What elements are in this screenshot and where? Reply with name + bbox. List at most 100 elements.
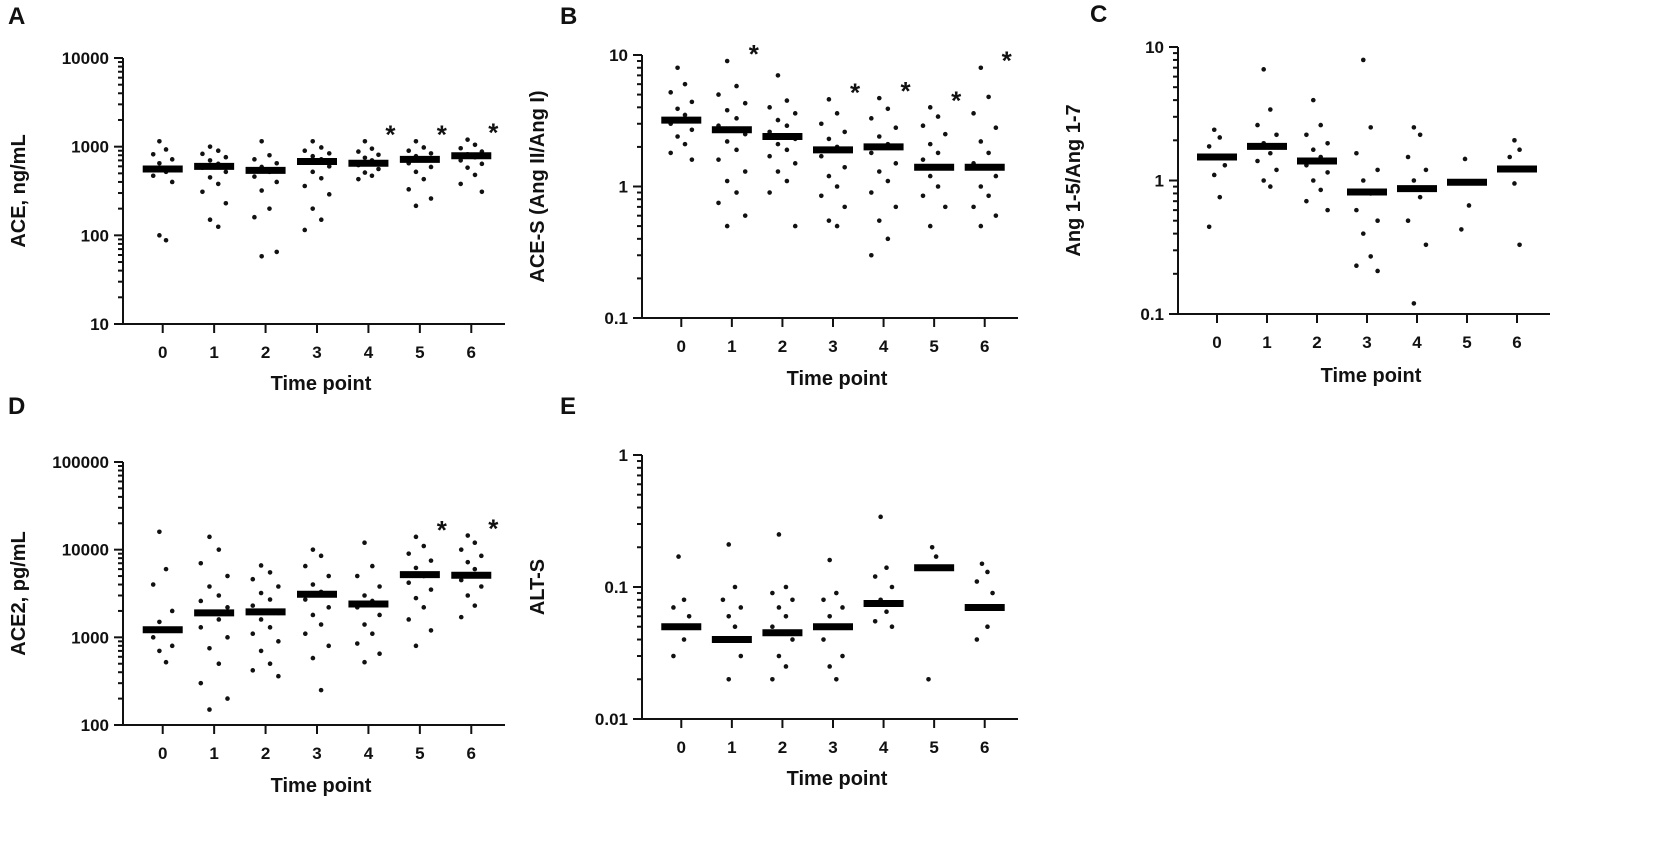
data-point	[169, 179, 175, 185]
data-point	[1517, 242, 1522, 248]
data-point	[150, 152, 156, 157]
data-point	[1375, 268, 1380, 274]
data-point	[770, 624, 775, 630]
data-point	[1354, 150, 1359, 156]
data-point	[985, 569, 990, 575]
data-point	[207, 707, 212, 712]
data-point	[929, 544, 935, 550]
data-point	[783, 584, 789, 590]
data-point	[207, 534, 212, 540]
data-point	[169, 608, 175, 614]
data-point	[742, 169, 748, 174]
x-axis-title: Time point	[271, 373, 372, 395]
data-point	[985, 624, 990, 630]
data-point	[1274, 167, 1279, 173]
data-point	[326, 192, 332, 197]
data-point	[826, 218, 832, 223]
data-point	[413, 203, 419, 209]
data-point	[776, 605, 782, 610]
data-point	[465, 137, 470, 142]
data-point	[935, 184, 941, 189]
data-point	[1417, 132, 1423, 138]
data-point	[889, 624, 895, 630]
data-point	[978, 223, 984, 229]
x-tick-label: 4	[879, 738, 889, 757]
data-point	[770, 676, 775, 682]
data-point	[310, 169, 316, 175]
data-point	[990, 590, 995, 596]
data-point	[993, 125, 999, 130]
data-point	[458, 158, 463, 163]
x-tick-label: 5	[1462, 333, 1471, 352]
data-point	[465, 165, 470, 170]
data-point	[885, 236, 891, 242]
data-point	[675, 106, 680, 112]
data-point	[775, 169, 781, 174]
data-point	[216, 617, 222, 622]
x-axis-title: Time point	[787, 768, 888, 790]
x-tick-label: 2	[1312, 333, 1321, 352]
y-axis-title: ACE-S (Ang II/Ang I)	[527, 90, 549, 282]
data-point	[720, 597, 726, 603]
data-point	[869, 252, 874, 258]
data-point	[675, 134, 680, 139]
y-tick-label: 1000	[71, 138, 109, 157]
data-point	[734, 83, 739, 89]
data-point	[250, 668, 256, 673]
data-point	[200, 151, 205, 157]
data-point	[310, 582, 316, 587]
data-point	[993, 213, 999, 218]
data-point	[942, 204, 948, 210]
data-point	[971, 204, 976, 210]
data-point	[267, 570, 273, 575]
data-point	[1274, 132, 1279, 138]
data-point	[207, 175, 213, 180]
x-axis-title: Time point	[271, 775, 372, 797]
data-point	[682, 141, 688, 147]
data-point	[821, 637, 826, 642]
data-point	[267, 625, 273, 630]
data-point	[986, 193, 991, 199]
data-point	[775, 117, 781, 123]
data-point	[267, 597, 273, 602]
y-tick-label: 0.1	[604, 578, 628, 597]
data-point	[775, 73, 781, 78]
data-point	[267, 661, 273, 667]
data-point	[252, 214, 257, 220]
data-point	[1411, 301, 1417, 306]
x-tick-label: 2	[261, 343, 270, 362]
x-axis-title: Time point	[1321, 365, 1422, 387]
data-point	[734, 190, 739, 195]
data-point	[834, 111, 840, 116]
data-point	[259, 254, 264, 259]
data-point	[927, 173, 933, 179]
x-tick-label: 1	[209, 744, 218, 763]
data-point	[834, 590, 839, 596]
panel-letter: B	[560, 3, 577, 30]
data-point	[784, 178, 790, 184]
data-point	[216, 661, 222, 667]
data-point	[310, 547, 316, 552]
data-point	[472, 142, 478, 148]
data-point	[775, 141, 781, 147]
data-point	[465, 593, 471, 598]
data-point	[1423, 242, 1429, 248]
data-point	[1354, 207, 1359, 213]
data-point	[986, 150, 991, 156]
y-tick-label: 100000	[52, 453, 109, 472]
data-point	[259, 138, 264, 144]
data-point	[971, 111, 976, 116]
data-point	[259, 188, 264, 193]
data-point	[258, 617, 264, 622]
data-point	[776, 653, 782, 659]
data-point	[377, 612, 382, 618]
data-point	[784, 123, 790, 128]
data-point	[310, 612, 316, 618]
data-point	[889, 584, 895, 590]
data-point	[302, 227, 308, 233]
data-point	[1310, 97, 1316, 103]
y-axis-title: ACE, ng/mL	[8, 134, 30, 247]
data-point	[479, 161, 485, 167]
data-point	[734, 116, 739, 121]
